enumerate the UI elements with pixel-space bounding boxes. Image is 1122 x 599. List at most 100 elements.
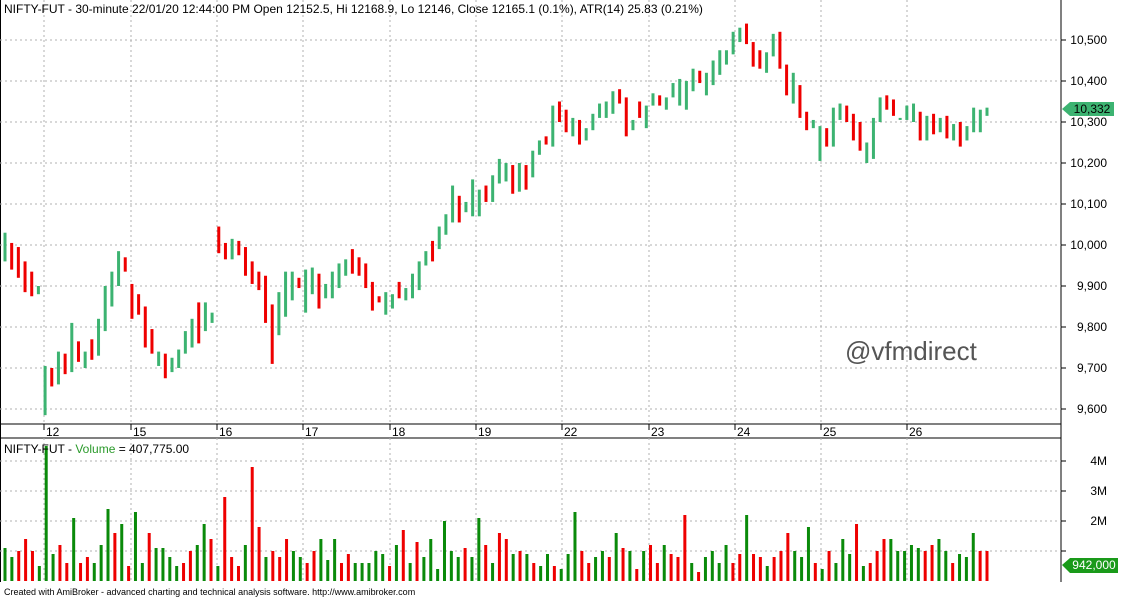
price-bar (3, 232, 7, 262)
volume-bar (182, 563, 186, 581)
volume-bar (669, 554, 673, 581)
volume-bar (374, 551, 378, 581)
volume-bar (710, 551, 714, 581)
price-bar (738, 27, 742, 43)
volume-bar (573, 512, 577, 581)
volume-bar (600, 551, 604, 581)
price-bar (718, 50, 722, 75)
volume-bar (216, 566, 220, 581)
volume-bar (264, 557, 268, 581)
price-bar (591, 113, 595, 131)
price-bar (157, 351, 161, 366)
volume-bar (820, 569, 824, 581)
volume-bar (635, 569, 639, 581)
price-bar (284, 271, 288, 317)
price-bar (945, 115, 949, 139)
price-bar (891, 99, 895, 116)
volume-bar (861, 566, 865, 581)
price-bar (624, 97, 628, 137)
price-bar (197, 302, 201, 344)
last-volume-tag: 942,000 (1070, 558, 1118, 573)
price-bar (504, 163, 508, 182)
volume-bar (497, 533, 501, 581)
volume-bar (813, 563, 817, 581)
volume-symbol: NIFTY-FUT - (4, 442, 76, 456)
price-bar (598, 103, 602, 118)
volume-pane-title: NIFTY-FUT - Volume = 407,775.00 (4, 442, 189, 456)
volume-bar (985, 551, 989, 581)
volume-bar (655, 563, 659, 581)
date-tick-label: 18 (392, 425, 406, 439)
date-tick-label: 24 (737, 425, 751, 439)
price-bar (584, 128, 588, 141)
volume-tick-label: 4M (1090, 454, 1107, 468)
volume-bar (312, 551, 316, 581)
volume-bar (127, 566, 131, 581)
price-bar (958, 122, 962, 147)
volume-bar (964, 557, 968, 581)
price-bar (557, 101, 561, 122)
volume-tick-label: 3M (1090, 484, 1107, 498)
volume-bar (765, 566, 769, 581)
price-bar (397, 281, 401, 299)
volume-bar (230, 557, 234, 581)
price-bar (831, 107, 835, 147)
price-bar (390, 294, 394, 309)
volume-bar (298, 557, 302, 581)
volume-bar (717, 563, 721, 581)
volume-bar (161, 548, 165, 581)
volume-bar (243, 545, 247, 581)
price-bar (564, 109, 568, 133)
volume-bar (17, 551, 21, 581)
price-bar (410, 273, 414, 299)
volume-bar (752, 554, 756, 581)
price-tick-label: 10,300 (1070, 115, 1107, 129)
price-bar (250, 261, 254, 284)
price-bar (965, 126, 969, 141)
volume-bar (731, 563, 735, 581)
volume-bar (951, 563, 955, 581)
date-tick-label: 22 (564, 425, 578, 439)
price-bar (972, 107, 976, 133)
volume-bar (511, 554, 515, 581)
price-bar (745, 23, 749, 45)
volume-bar (360, 563, 364, 581)
price-bar (845, 105, 849, 122)
price-bar (76, 341, 80, 362)
volume-bar (388, 566, 392, 581)
price-bar (524, 165, 528, 190)
price-bar (103, 286, 107, 332)
volume-bar (745, 515, 749, 581)
volume-bar (429, 539, 433, 581)
volume-bar (903, 551, 907, 581)
price-bar (671, 83, 675, 98)
price-tick-label: 10,000 (1070, 238, 1107, 252)
price-bar (437, 226, 441, 250)
price-bar (370, 281, 374, 311)
last-price-tag: 10,332 (1070, 102, 1114, 116)
price-bar (330, 271, 334, 299)
price-bar (684, 81, 688, 110)
date-tick-label: 26 (909, 425, 923, 439)
price-bar (23, 261, 27, 293)
price-bar (985, 107, 989, 116)
price-bar (137, 294, 141, 315)
price-bar (932, 113, 936, 135)
price-bar (811, 119, 815, 129)
volume-bar (401, 530, 405, 581)
price-bar (203, 302, 207, 332)
price-bar (938, 117, 942, 133)
volume-bar (738, 554, 742, 581)
price-bar (544, 136, 548, 145)
volume-bar (92, 563, 96, 581)
price-bar (604, 101, 608, 118)
volume-bar (140, 563, 144, 581)
price-bar (50, 368, 54, 387)
volume-bar (978, 551, 982, 581)
volume-bar (285, 539, 289, 581)
volume-bar (875, 551, 879, 581)
volume-bar (937, 539, 941, 581)
price-bar (310, 267, 314, 295)
volume-bar (106, 509, 110, 581)
price-bar (765, 52, 769, 73)
